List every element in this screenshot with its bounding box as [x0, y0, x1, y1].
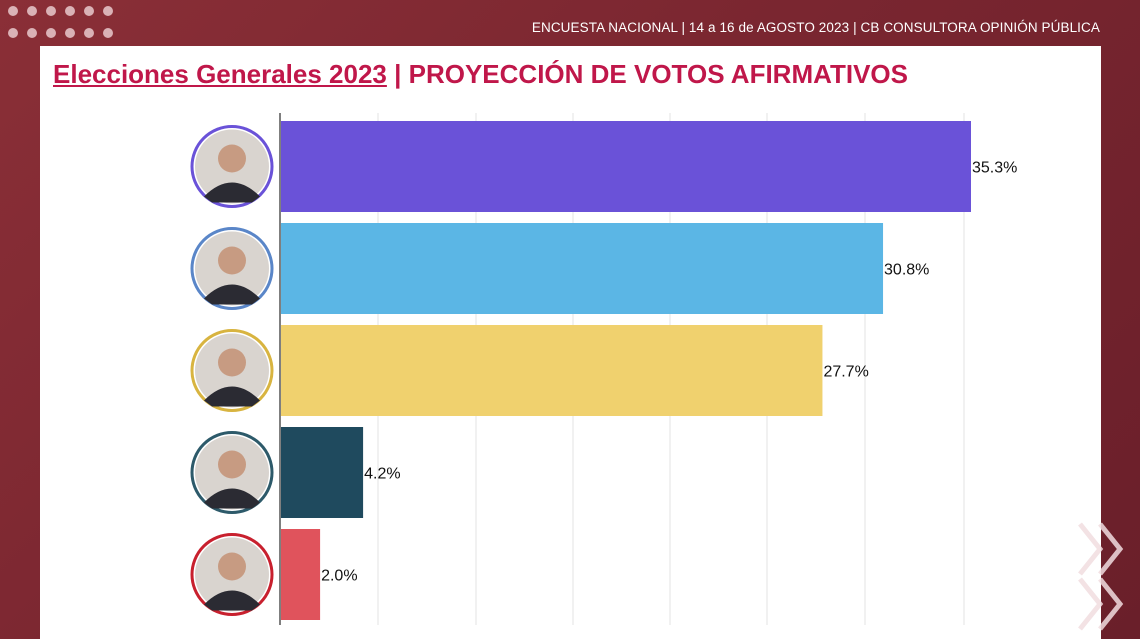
- survey-info: ENCUESTA NACIONAL | 14 a 16 de AGOSTO 20…: [531, 20, 1100, 35]
- portrait-face: [218, 450, 246, 479]
- decorative-dots: [8, 6, 128, 46]
- dot: [103, 6, 113, 16]
- dot: [27, 28, 37, 38]
- portrait-face: [218, 552, 246, 581]
- bar-value-label: 35.3%: [972, 160, 1017, 177]
- dot: [8, 28, 18, 38]
- chevron-decoration-icon: [1078, 522, 1124, 631]
- portrait-face: [218, 246, 246, 275]
- portrait-shoulders: [204, 590, 260, 611]
- dot: [65, 6, 75, 16]
- dot: [8, 6, 18, 16]
- page-title: Elecciones Generales 2023 | PROYECCIÓN D…: [53, 59, 908, 90]
- portrait-face: [218, 348, 246, 377]
- portrait-shoulders: [204, 284, 260, 305]
- bar: [281, 223, 884, 314]
- title-main: Elecciones Generales 2023: [53, 59, 387, 89]
- dot: [46, 28, 56, 38]
- dot: [46, 6, 56, 16]
- bar: [281, 529, 321, 620]
- bar-value-label: 27.7%: [823, 364, 868, 381]
- bar: [281, 427, 364, 518]
- dot: [103, 28, 113, 38]
- portrait-shoulders: [204, 488, 260, 509]
- title-sub: PROYECCIÓN DE VOTOS AFIRMATIVOS: [408, 59, 908, 89]
- dot: [65, 28, 75, 38]
- title-separator: |: [386, 59, 409, 89]
- bar: [281, 325, 823, 416]
- bar-value-label: 30.8%: [884, 262, 929, 279]
- bar-value-label: 2.0%: [321, 568, 357, 585]
- portrait-shoulders: [204, 182, 260, 203]
- bar-value-label: 4.2%: [364, 466, 400, 483]
- dot: [27, 6, 37, 16]
- portrait-shoulders: [204, 386, 260, 407]
- portrait-face: [218, 144, 246, 173]
- dot: [84, 6, 94, 16]
- dot: [84, 28, 94, 38]
- bar: [281, 121, 971, 212]
